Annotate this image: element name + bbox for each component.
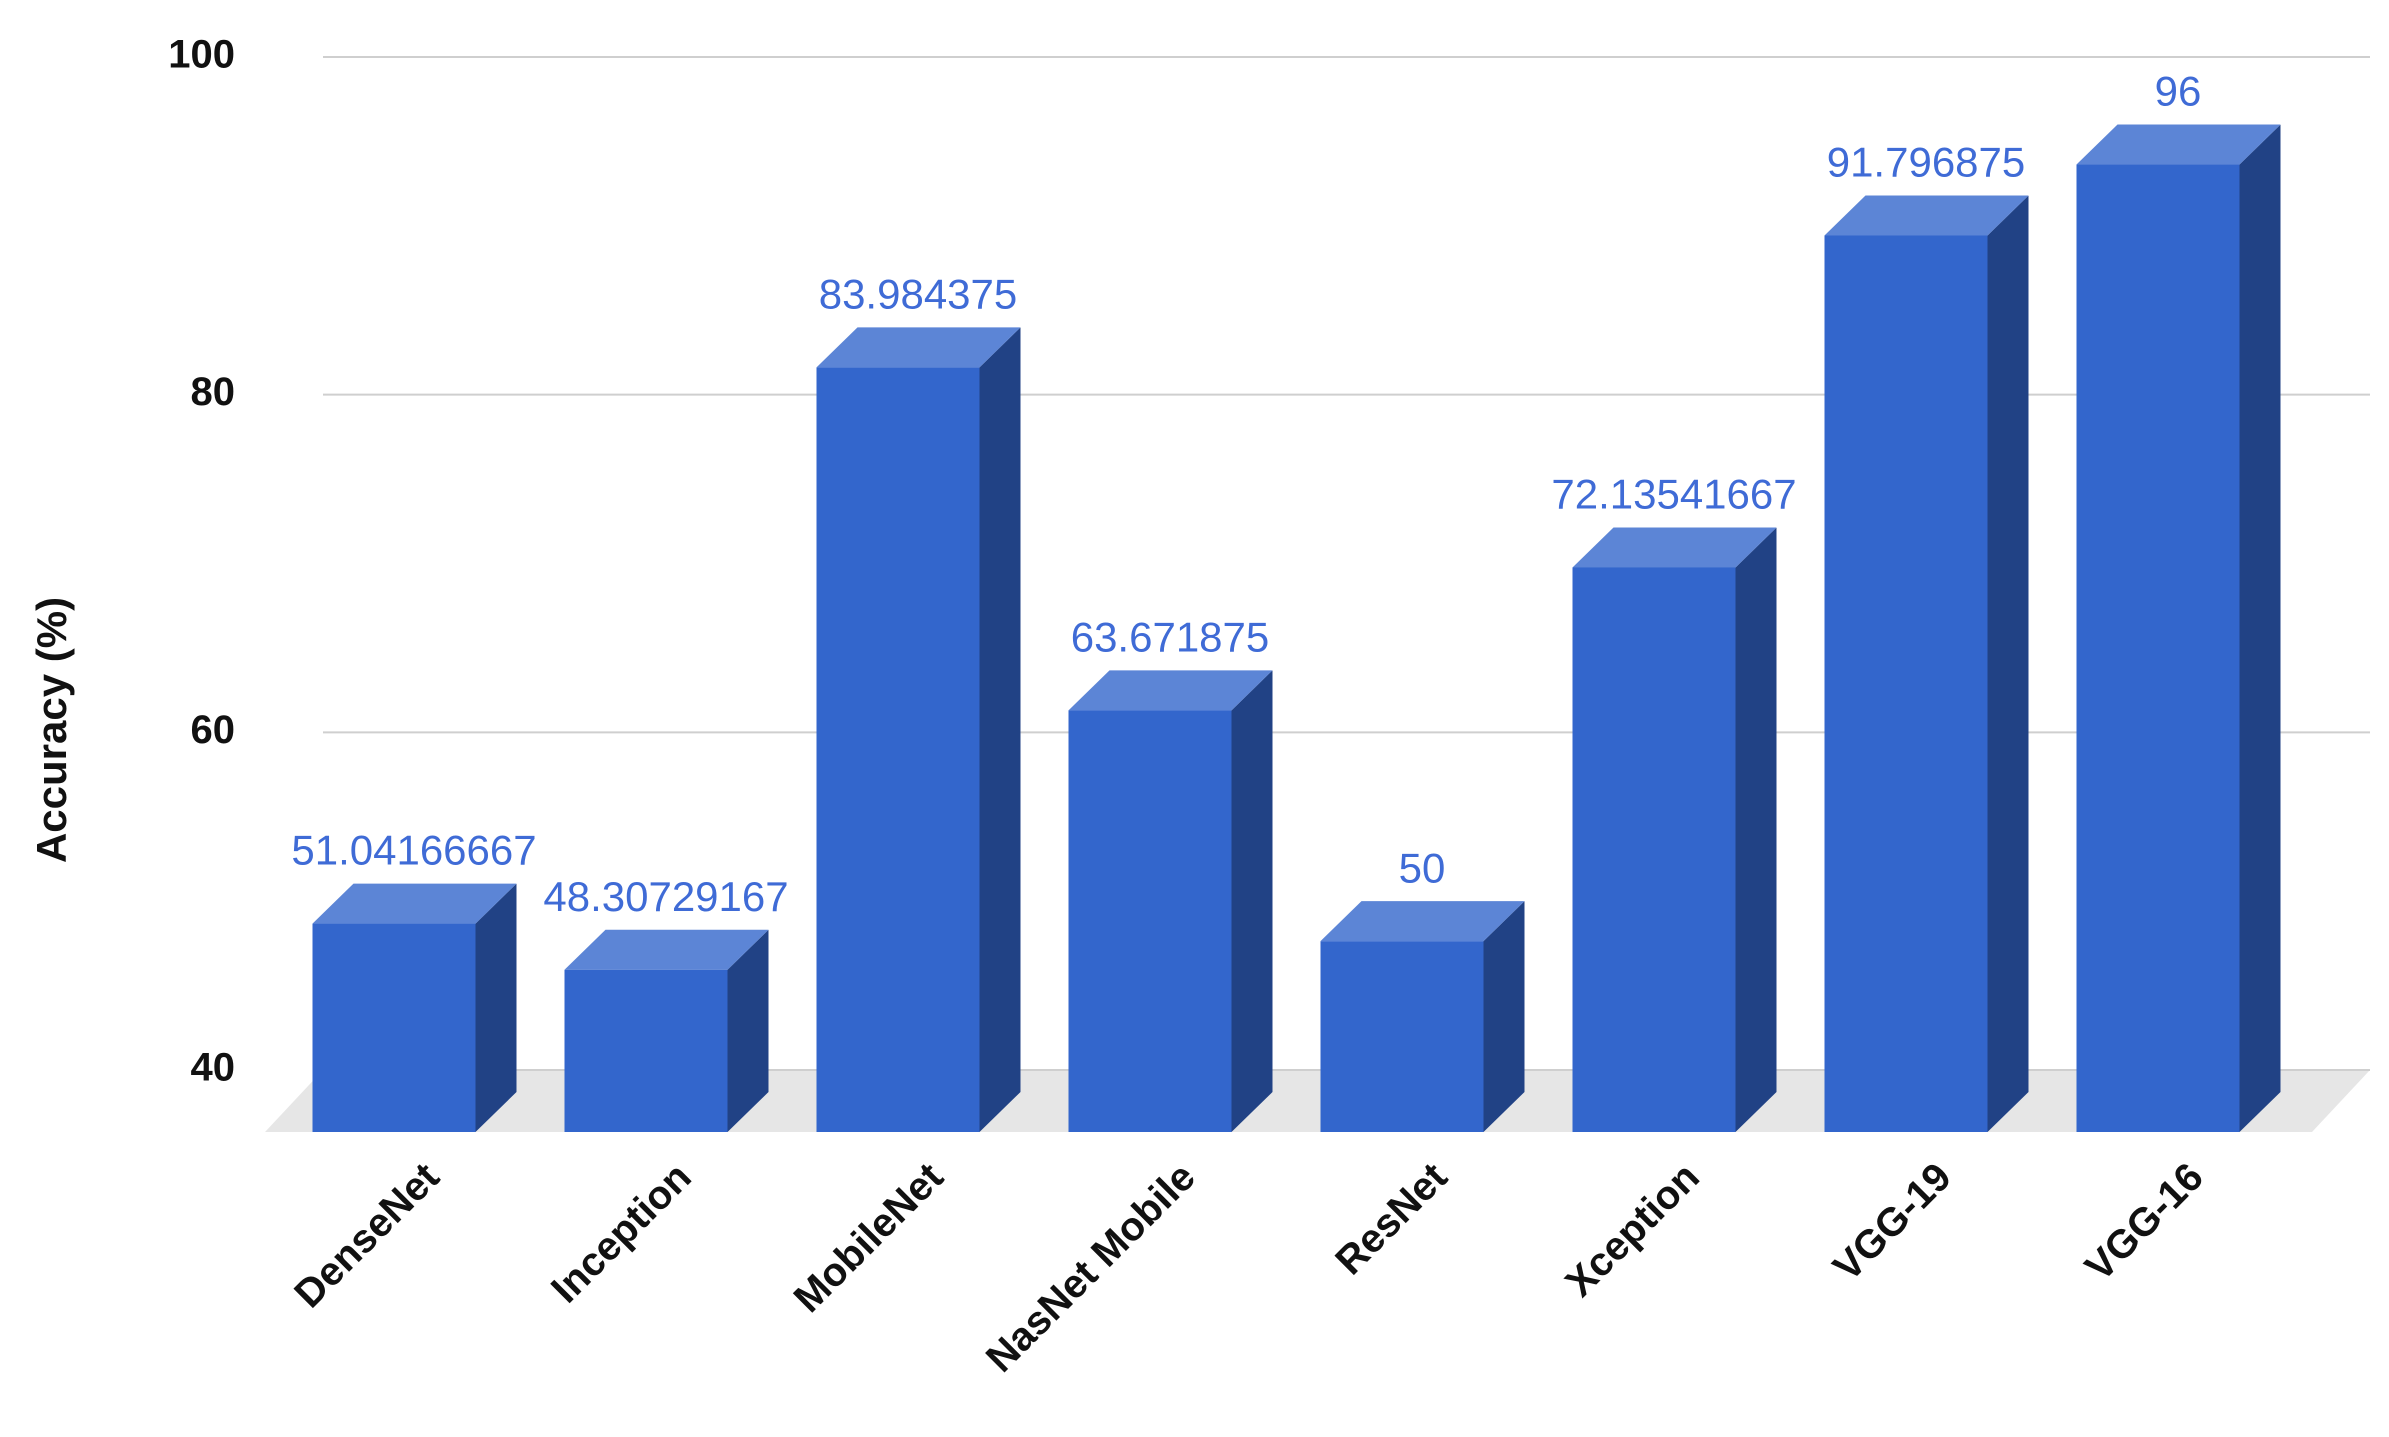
y-tick-label: 60 xyxy=(191,708,236,752)
value-label: 48.30729167 xyxy=(543,873,788,920)
bar-top xyxy=(1824,195,2029,236)
y-tick-label: 100 xyxy=(168,33,235,77)
bar-front xyxy=(312,923,476,1132)
x-tick-label: Inception xyxy=(543,1155,700,1312)
x-tick-label: Xception xyxy=(1557,1155,1708,1306)
value-label: 96 xyxy=(2155,68,2202,115)
value-label: 50 xyxy=(1399,844,1446,891)
bar-front xyxy=(564,969,728,1132)
bar-side xyxy=(475,883,517,1132)
bar-side xyxy=(1987,195,2029,1132)
bar xyxy=(2076,124,2281,1133)
y-axis-label: Accuracy (%) xyxy=(28,597,75,863)
bar-side xyxy=(2239,124,2281,1133)
value-label: 51.04166667 xyxy=(291,827,536,874)
bar-side xyxy=(1231,670,1273,1132)
bar-front xyxy=(1068,710,1232,1132)
x-tick-label: MobileNet xyxy=(786,1155,952,1321)
bar-top xyxy=(1320,901,1525,942)
bar-front xyxy=(2076,164,2240,1133)
bar-side xyxy=(979,327,1021,1133)
bar-front xyxy=(1320,941,1484,1132)
value-label: 91.796875 xyxy=(1827,139,2026,186)
x-tick-label: DenseNet xyxy=(286,1155,448,1317)
x-tick-label: NasNet Mobile xyxy=(978,1155,1204,1381)
bar-top xyxy=(2076,124,2281,165)
bar-front xyxy=(1572,567,1736,1132)
bar xyxy=(564,929,769,1132)
bar-front xyxy=(816,367,980,1133)
y-tick-label: 40 xyxy=(191,1046,236,1090)
value-label: 63.671875 xyxy=(1071,613,1270,660)
bar xyxy=(816,327,1021,1133)
y-tick-label: 80 xyxy=(191,370,236,414)
bar-top xyxy=(312,883,517,924)
x-tick-label: VGG-19 xyxy=(1825,1155,1960,1290)
value-label: 83.984375 xyxy=(819,270,1018,317)
bar-front xyxy=(1824,235,1988,1132)
bar-side xyxy=(1483,901,1525,1132)
bar xyxy=(1824,195,2029,1132)
bar-top xyxy=(1068,670,1273,711)
bar xyxy=(1320,901,1525,1132)
bar-top xyxy=(816,327,1021,368)
value-label: 72.13541667 xyxy=(1551,471,1796,518)
bar xyxy=(1572,527,1777,1132)
x-tick-label: ResNet xyxy=(1327,1155,1456,1284)
bar-side xyxy=(1735,527,1777,1132)
bar-side xyxy=(727,929,769,1132)
x-tick-label: VGG-16 xyxy=(2077,1155,2212,1290)
bar xyxy=(1068,670,1273,1132)
bar-top xyxy=(564,929,769,970)
bar-top xyxy=(1572,527,1777,568)
bar xyxy=(312,883,517,1132)
